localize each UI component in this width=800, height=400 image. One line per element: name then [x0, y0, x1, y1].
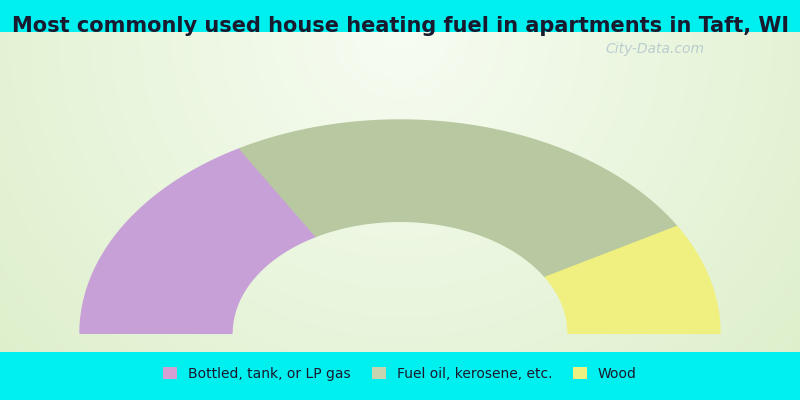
- Text: City-Data.com: City-Data.com: [605, 42, 704, 56]
- Polygon shape: [80, 149, 316, 333]
- Legend: Bottled, tank, or LP gas, Fuel oil, kerosene, etc., Wood: Bottled, tank, or LP gas, Fuel oil, kero…: [163, 367, 637, 381]
- Text: Most commonly used house heating fuel in apartments in Taft, WI: Most commonly used house heating fuel in…: [11, 16, 789, 36]
- Polygon shape: [240, 120, 677, 277]
- Polygon shape: [546, 226, 720, 333]
